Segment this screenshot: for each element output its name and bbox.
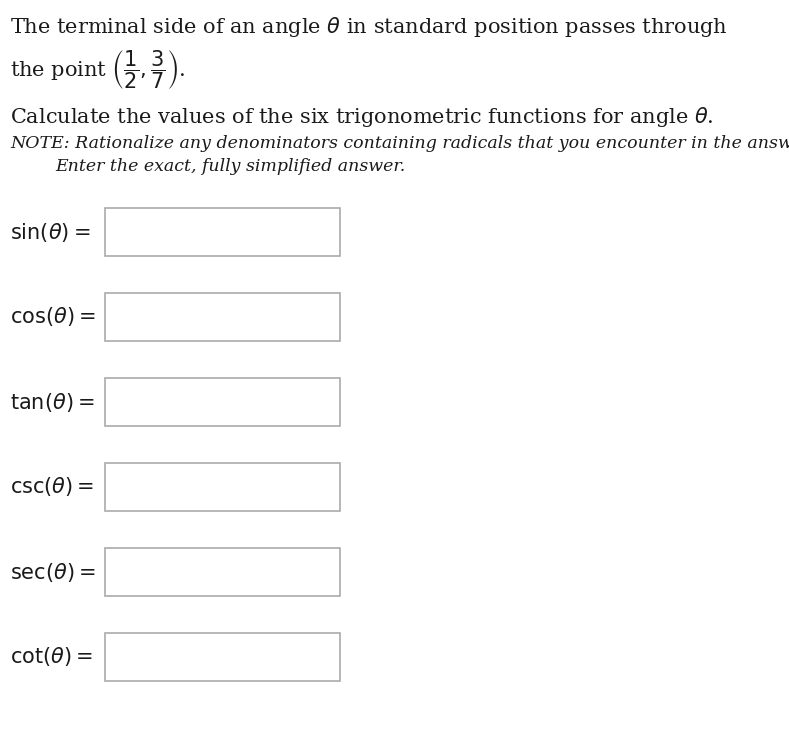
Bar xyxy=(105,378,340,426)
Text: $\cot(\theta) =$: $\cot(\theta) =$ xyxy=(10,645,93,669)
Text: $\sec(\theta) =$: $\sec(\theta) =$ xyxy=(10,561,95,583)
Text: The terminal side of an angle $\theta$ in standard position passes through: The terminal side of an angle $\theta$ i… xyxy=(10,15,727,39)
Text: $\cos(\theta) =$: $\cos(\theta) =$ xyxy=(10,305,95,328)
Bar xyxy=(105,463,340,511)
Text: $\csc(\theta) =$: $\csc(\theta) =$ xyxy=(10,475,95,499)
Text: NOTE: Rationalize any denominators containing radicals that you encounter in the: NOTE: Rationalize any denominators conta… xyxy=(10,135,789,152)
Text: Enter the exact, fully simplified answer.: Enter the exact, fully simplified answer… xyxy=(55,158,406,175)
Text: $\sin(\theta) =$: $\sin(\theta) =$ xyxy=(10,220,91,244)
Bar xyxy=(105,548,340,596)
Text: $\tan(\theta) =$: $\tan(\theta) =$ xyxy=(10,391,95,413)
Bar xyxy=(105,293,340,341)
Bar xyxy=(105,633,340,681)
Text: the point $\left(\dfrac{1}{2}, \dfrac{3}{7}\right)$.: the point $\left(\dfrac{1}{2}, \dfrac{3}… xyxy=(10,48,185,91)
Text: Calculate the values of the six trigonometric functions for angle $\theta$.: Calculate the values of the six trigonom… xyxy=(10,105,714,129)
Bar xyxy=(105,208,340,256)
